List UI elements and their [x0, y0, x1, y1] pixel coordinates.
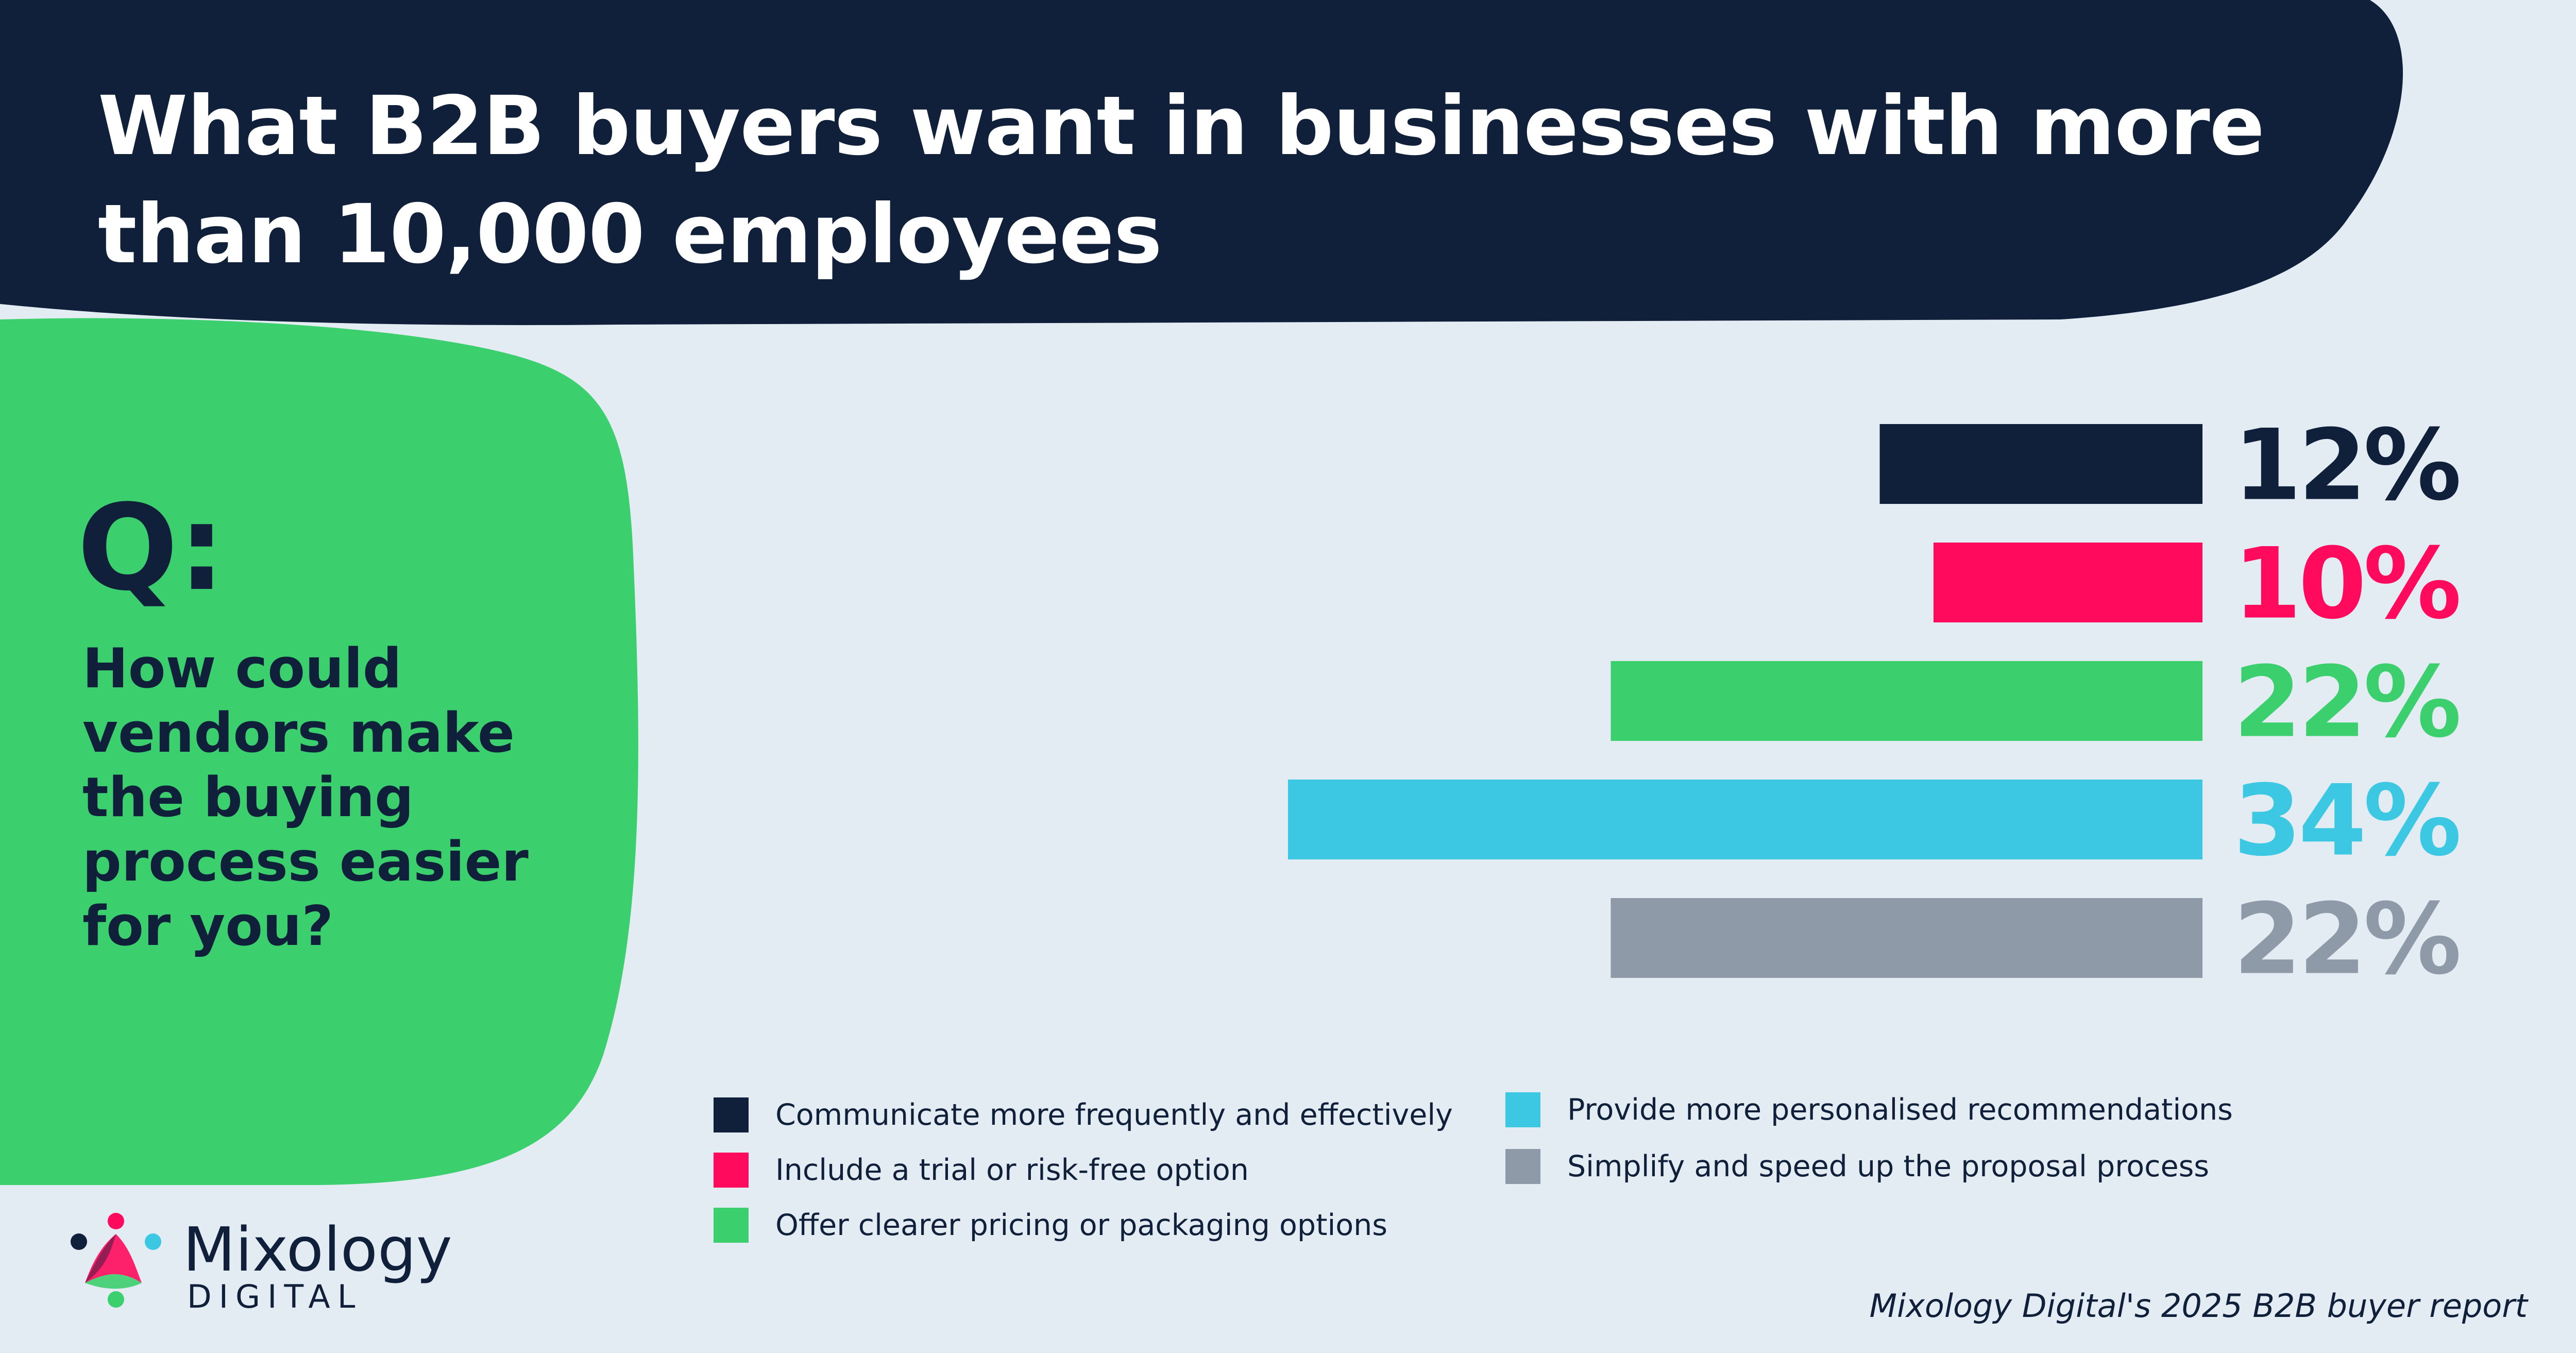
- legend-label: Provide more personalised recommendation…: [1567, 1093, 2233, 1127]
- logo-sub: DIGITAL: [187, 1278, 363, 1315]
- legend-item: Simplify and speed up the proposal proce…: [1505, 1149, 2209, 1184]
- bar-value-label: 10%: [2233, 527, 2459, 641]
- legend-item: Offer clearer pricing or packaging optio…: [714, 1208, 1387, 1243]
- page-title: What B2B buyers want in businesses with …: [98, 72, 2265, 289]
- legend-label: Communicate more frequently and effectiv…: [775, 1098, 1453, 1132]
- bar-value-label: 22%: [2233, 883, 2459, 996]
- bar-2: [1933, 543, 2202, 622]
- legend-swatch: [714, 1097, 749, 1132]
- legend-item: Include a trial or risk-free option: [714, 1153, 1249, 1188]
- question-text: How could vendors make the buying proces…: [82, 636, 623, 958]
- legend-swatch: [714, 1153, 749, 1188]
- legend-swatch: [714, 1208, 749, 1243]
- bar-value-label: 12%: [2233, 409, 2459, 522]
- legend-label: Include a trial or risk-free option: [775, 1153, 1249, 1187]
- bar-5: [1611, 898, 2202, 978]
- bar-3: [1611, 661, 2202, 741]
- bar-1: [1879, 424, 2202, 504]
- question-line: How could: [82, 637, 402, 700]
- question-line: process easier: [82, 830, 529, 893]
- logo-name: Mixology: [183, 1214, 452, 1285]
- bar-value-label: 34%: [2233, 764, 2459, 878]
- legend-swatch: [1505, 1092, 1540, 1127]
- question-label: Q:: [77, 480, 226, 617]
- source-credit: Mixology Digital's 2025 B2B buyer report: [1869, 1287, 2528, 1325]
- title-line-2: than 10,000 employees: [98, 187, 1162, 282]
- question-blob: [0, 318, 638, 1186]
- legend-label: Simplify and speed up the proposal proce…: [1567, 1149, 2209, 1183]
- title-line-1: What B2B buyers want in businesses with …: [98, 79, 2265, 174]
- mixology-logo: Mixology DIGITAL: [64, 1206, 477, 1319]
- legend-item: Communicate more frequently and effectiv…: [714, 1097, 1453, 1132]
- question-line: the buying: [82, 766, 414, 829]
- mixology-logo-icon: [71, 1213, 161, 1308]
- question-line: vendors make: [82, 701, 515, 765]
- bar-value-label: 22%: [2233, 646, 2459, 759]
- legend-label: Offer clearer pricing or packaging optio…: [775, 1208, 1387, 1242]
- bar-4: [1288, 780, 2202, 859]
- header-blob: [0, 0, 2403, 325]
- legend-item: Provide more personalised recommendation…: [1505, 1092, 2233, 1127]
- question-line: for you?: [82, 894, 333, 958]
- legend-swatch: [1505, 1149, 1540, 1184]
